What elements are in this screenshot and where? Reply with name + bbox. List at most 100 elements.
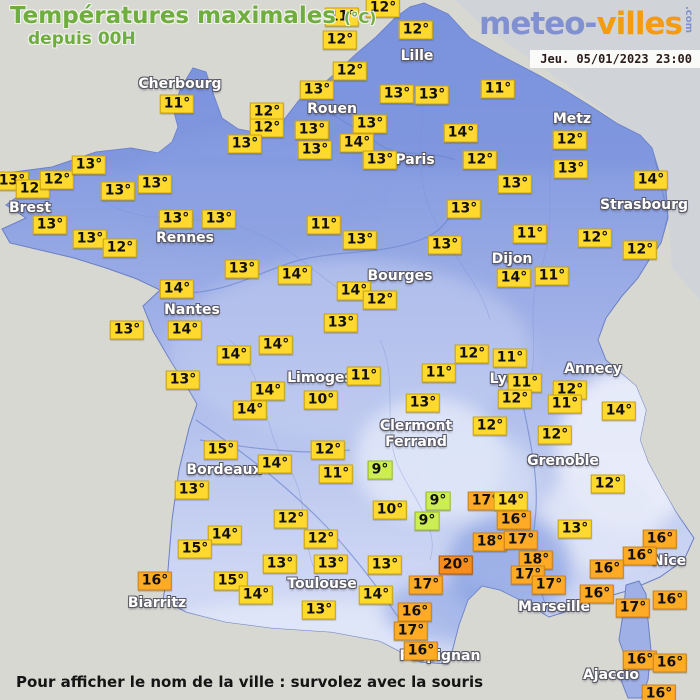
temp-label[interactable]: 14° <box>207 525 243 545</box>
temp-label[interactable]: 13° <box>71 155 107 175</box>
temp-label[interactable]: 13° <box>362 150 398 170</box>
temp-label[interactable]: 13° <box>497 174 533 194</box>
temp-label[interactable]: 14° <box>257 454 293 474</box>
temp-label[interactable]: 11° <box>547 394 583 414</box>
temp-label[interactable]: 13° <box>165 370 201 390</box>
temp-label[interactable]: 14° <box>167 320 203 340</box>
temp-label[interactable]: 11° <box>512 224 548 244</box>
temp-label[interactable]: 14° <box>277 265 313 285</box>
temp-label[interactable]: 17° <box>467 491 503 511</box>
temp-label[interactable]: 16° <box>652 590 688 610</box>
temp-label[interactable]: 12° <box>332 61 368 81</box>
temp-label[interactable]: 12° <box>454 344 490 364</box>
meteo-villes-logo[interactable]: meteo-villes.com <box>479 6 694 42</box>
temp-label[interactable]: 12° <box>622 240 658 260</box>
temp-label[interactable]: 12° <box>102 238 138 258</box>
temp-label[interactable]: 13° <box>227 134 263 154</box>
temp-label[interactable]: 14° <box>232 400 268 420</box>
temp-label[interactable]: 11° <box>318 464 354 484</box>
temp-label[interactable]: 13° <box>72 229 108 249</box>
temp-label[interactable]: 13° <box>297 140 333 160</box>
temp-label[interactable]: 16° <box>137 571 173 591</box>
temp-label[interactable]: 14° <box>493 491 529 511</box>
temp-label[interactable]: 12° <box>365 0 401 18</box>
temp-label[interactable]: 17° <box>408 575 444 595</box>
temp-label[interactable]: 13° <box>414 85 450 105</box>
temp-label[interactable]: 12° <box>362 290 398 310</box>
temp-label[interactable]: 13° <box>294 120 330 140</box>
temp-label[interactable]: 18° <box>472 532 508 552</box>
temp-label[interactable]: 16° <box>589 559 625 579</box>
temp-label[interactable]: 14° <box>633 170 669 190</box>
temp-label[interactable]: 11° <box>421 363 457 383</box>
temp-label[interactable]: 16° <box>642 529 678 549</box>
temp-label[interactable]: 20° <box>438 555 474 575</box>
temp-label[interactable]: 13° <box>299 80 335 100</box>
temp-label[interactable]: 13° <box>158 209 194 229</box>
temp-label[interactable]: 16° <box>496 510 532 530</box>
temp-label[interactable]: 15° <box>203 440 239 460</box>
temp-label[interactable]: 13° <box>137 174 173 194</box>
temp-label[interactable]: 13° <box>313 554 349 574</box>
temp-label[interactable]: 11° <box>480 79 516 99</box>
temp-label[interactable]: 9° <box>425 491 451 511</box>
temp-label[interactable]: 16° <box>622 546 658 566</box>
temp-label[interactable]: 14° <box>336 281 372 301</box>
temp-label[interactable]: 11° <box>507 373 543 393</box>
temp-label[interactable]: 13° <box>427 235 463 255</box>
temp-label[interactable]: 11° <box>346 366 382 386</box>
temp-label[interactable]: 13° <box>379 84 415 104</box>
temp-label[interactable]: 13° <box>201 209 237 229</box>
temp-label[interactable]: 10° <box>372 500 408 520</box>
temp-label[interactable]: 12° <box>590 474 626 494</box>
temp-label[interactable]: 13° <box>342 230 378 250</box>
temp-label[interactable]: 12° <box>39 170 75 190</box>
temp-label[interactable]: 16° <box>579 584 615 604</box>
temp-label[interactable]: 12° <box>472 416 508 436</box>
temp-label[interactable]: 14° <box>358 585 394 605</box>
temp-label[interactable]: 13° <box>301 600 337 620</box>
temp-label[interactable]: 14° <box>159 279 195 299</box>
temp-label[interactable]: 10° <box>303 390 339 410</box>
temp-label[interactable]: 14° <box>250 381 286 401</box>
temp-label[interactable]: 14° <box>258 335 294 355</box>
temp-label[interactable]: 13° <box>352 114 388 134</box>
temp-label[interactable]: 12° <box>537 425 573 445</box>
temp-label[interactable]: 11° <box>534 266 570 286</box>
temp-label[interactable]: 16° <box>622 650 658 670</box>
temp-label[interactable]: 15° <box>177 539 213 559</box>
temp-label[interactable]: 12° <box>552 130 588 150</box>
temp-label[interactable]: 12° <box>310 440 346 460</box>
temp-label[interactable]: 9° <box>367 460 393 480</box>
temp-label[interactable]: 16° <box>652 653 688 673</box>
temp-label[interactable]: 14° <box>238 585 274 605</box>
temp-label[interactable]: 12° <box>462 150 498 170</box>
temp-label[interactable]: 13° <box>553 159 589 179</box>
temp-label[interactable]: 9° <box>414 511 440 531</box>
temp-label[interactable]: 12° <box>398 20 434 40</box>
temp-label[interactable]: 13° <box>323 313 359 333</box>
temp-label[interactable]: 17° <box>503 530 539 550</box>
temp-label[interactable]: 11° <box>324 7 360 27</box>
temp-label[interactable]: 12° <box>249 118 285 138</box>
temp-label[interactable]: 13° <box>109 320 145 340</box>
temp-label[interactable]: 12° <box>322 30 358 50</box>
temp-label[interactable]: 11° <box>492 348 528 368</box>
temp-label[interactable]: 17° <box>531 575 567 595</box>
temp-label[interactable]: 13° <box>405 393 441 413</box>
temp-label[interactable]: 14° <box>496 268 532 288</box>
temp-label[interactable]: 12° <box>497 389 533 409</box>
temp-label[interactable]: 14° <box>216 345 252 365</box>
temp-label[interactable]: 14° <box>339 133 375 153</box>
temp-label[interactable]: 11° <box>159 94 195 114</box>
temp-label[interactable]: 16° <box>403 641 439 661</box>
temp-label[interactable]: 11° <box>306 215 342 235</box>
temp-label[interactable]: 16° <box>397 602 433 622</box>
temp-label[interactable]: 13° <box>100 181 136 201</box>
temp-label[interactable]: 13° <box>224 259 260 279</box>
temp-label[interactable]: 13° <box>446 199 482 219</box>
temp-label[interactable]: 12° <box>303 529 339 549</box>
temp-label[interactable]: 12° <box>577 228 613 248</box>
temp-label[interactable]: 13° <box>32 215 68 235</box>
temp-label[interactable]: 16° <box>641 684 677 700</box>
